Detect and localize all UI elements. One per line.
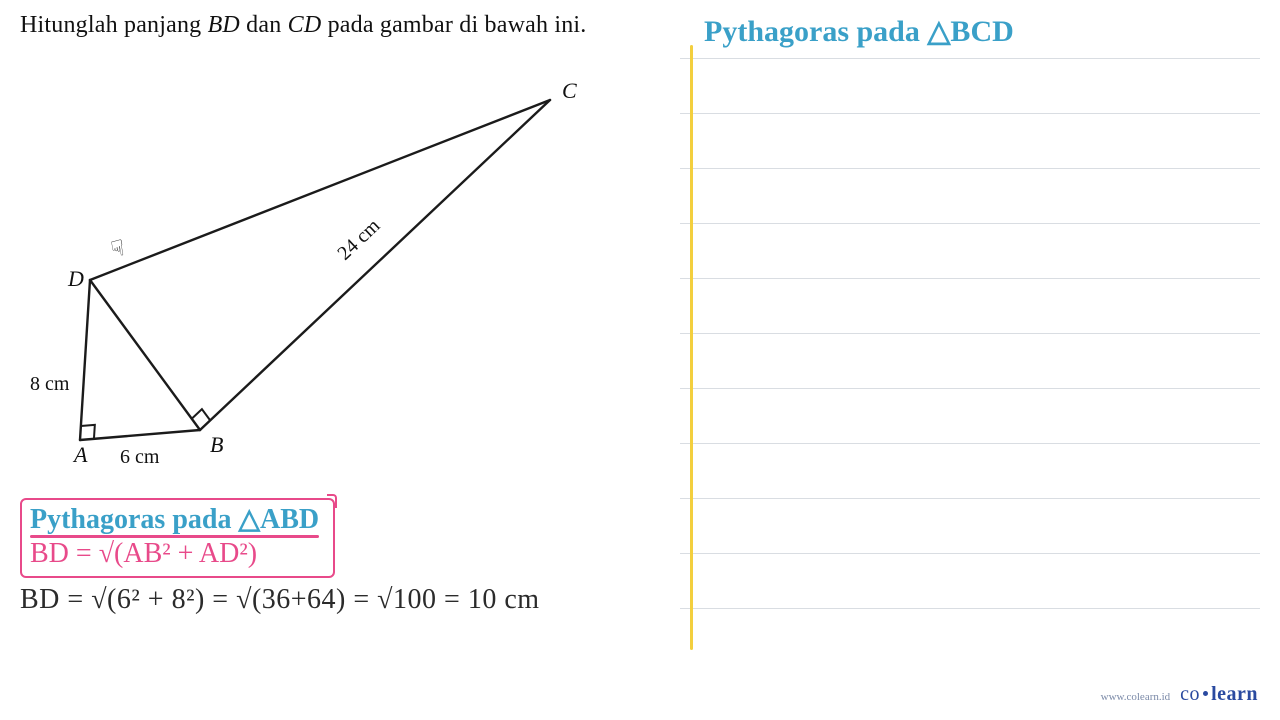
triangle-diagram: ABDC 8 cm6 cm24 cm ☟: [10, 40, 650, 470]
brand-left: co: [1180, 683, 1200, 705]
work-left-block: Pythagoras pada △ABD BD = √(AB² + AD²) B…: [20, 500, 640, 616]
svg-text:B: B: [210, 432, 223, 457]
title-underline: [30, 535, 319, 538]
footer: www.colearn.id colearn: [1101, 683, 1258, 706]
question-text: Hitunglah panjang BD dan CD pada gambar …: [20, 12, 587, 39]
diagram-edges: [80, 100, 550, 440]
q-seg2: CD: [288, 12, 322, 38]
notepad-rules: [680, 58, 1260, 640]
work-title-right: Pythagoras pada △BCD: [704, 14, 1014, 49]
footer-url: www.colearn.id: [1101, 691, 1171, 703]
work-calc: BD = √(6² + 8²) = √(36+64) = √100 = 10 c…: [20, 584, 640, 616]
work-formula: BD = √(AB² + AD²): [30, 538, 319, 570]
diagram-svg: A B D C 8 cm 6 cm 24 cm: [10, 40, 650, 470]
page-root: Hitunglah panjang BD dan CD pada gambar …: [0, 0, 1280, 720]
q-seg1: BD: [208, 12, 240, 38]
svg-text:C: C: [562, 78, 577, 103]
notepad: Pythagoras pada △BCD: [680, 10, 1280, 660]
work-title-left-text: Pythagoras pada △ABD: [30, 504, 319, 535]
svg-text:6 cm: 6 cm: [120, 446, 160, 468]
svg-text:24 cm: 24 cm: [333, 214, 384, 264]
svg-text:D: D: [67, 266, 84, 291]
brand-right: learn: [1211, 683, 1258, 705]
dimension-labels: 8 cm 6 cm 24 cm: [30, 214, 385, 468]
q-suffix: pada gambar di bawah ini.: [321, 12, 586, 38]
q-mid: dan: [240, 12, 288, 38]
footer-brand: colearn: [1180, 683, 1258, 706]
svg-text:A: A: [72, 442, 88, 467]
svg-text:8 cm: 8 cm: [30, 373, 70, 395]
q-prefix: Hitunglah panjang: [20, 12, 208, 38]
notepad-margin-line: [690, 45, 693, 650]
brand-dot-icon: [1203, 691, 1208, 696]
work-title-left: Pythagoras pada △ABD: [30, 502, 319, 536]
formula-box: Pythagoras pada △ABD BD = √(AB² + AD²): [20, 498, 335, 578]
vertex-labels: A B D C: [67, 78, 577, 467]
